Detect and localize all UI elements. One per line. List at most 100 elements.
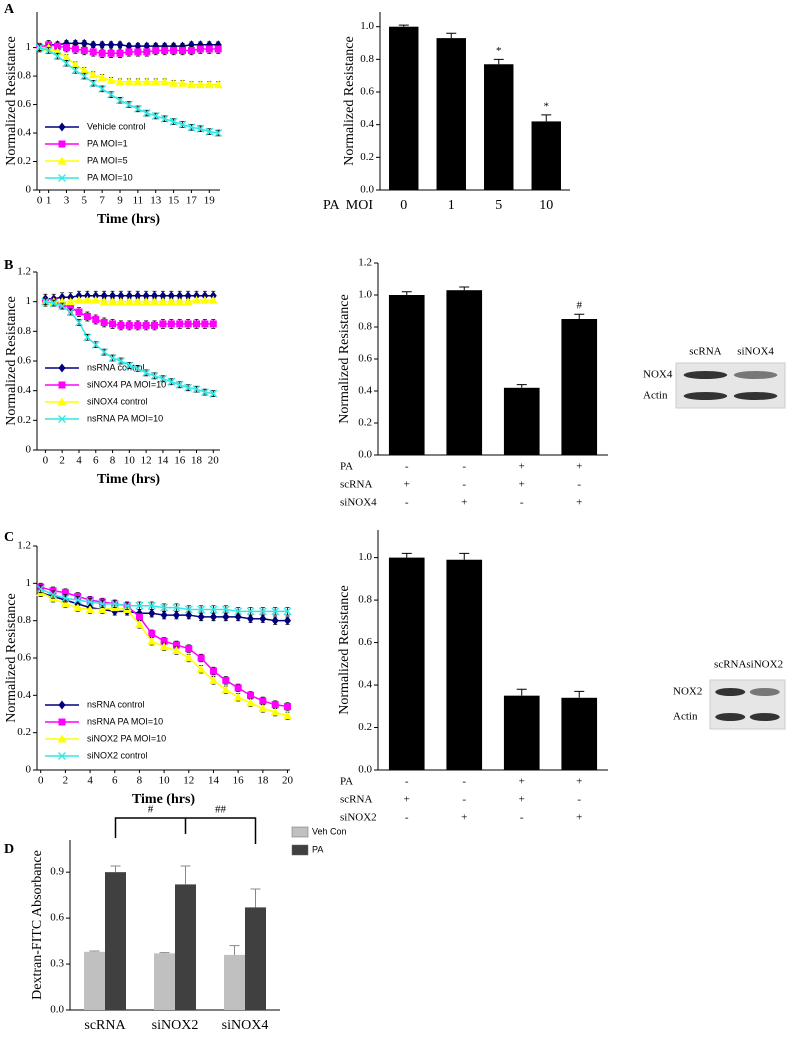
bar [561,319,598,455]
error-bar [250,888,261,908]
marker [284,703,292,711]
condition-sign: - [577,479,581,491]
marker [176,291,184,301]
x-tick-label: 12 [141,455,152,467]
bar [503,387,540,455]
y-tick-label: 0.2 [17,155,31,167]
marker [108,354,117,362]
marker [62,59,71,68]
x-tick-label: 0 [37,195,43,207]
y-tick-label: 0.2 [358,721,372,733]
y-tick-label: 0.4 [17,384,31,396]
x-tick-label: 16 [174,455,186,467]
error-bar [446,32,457,39]
marker [98,49,106,57]
condition-name: PA [340,461,353,473]
legend-swatch [291,826,309,838]
marker [142,77,152,86]
y-tick-label: 1.0 [360,20,374,32]
marker [200,388,209,397]
marker [209,320,217,328]
marker [178,120,187,129]
x-tick-label: 0 [38,775,44,787]
y-tick-label: 0 [26,184,32,196]
bracket [114,817,257,844]
y-tick-label: 1.0 [358,551,372,563]
marker [83,333,92,342]
marker [58,415,66,423]
y-tick-label: 0.2 [360,151,374,163]
marker [247,691,255,699]
legend-swatch [291,844,309,856]
y-tick-label: 0.0 [358,764,372,776]
marker [185,645,193,653]
bar [105,872,126,1010]
marker [204,80,214,89]
y-tick-label: 0.4 [17,127,31,139]
legend-label: Vehicle control [87,121,146,131]
blot-column-label: siNOX2 [746,659,783,671]
marker [246,607,255,616]
marker [213,80,223,89]
bar [484,64,514,190]
condition-sign: + [461,497,467,509]
error-bar [401,291,412,295]
marker [89,79,98,88]
condition-name: siNOX4 [340,497,377,509]
marker [233,692,243,701]
marker [116,40,124,50]
y-tick-label: 1.2 [358,257,372,269]
marker [191,295,201,304]
x-tick-label: 18 [257,775,269,787]
x-tick-label: siNOX2 [152,1018,199,1033]
marker [192,320,200,328]
marker [100,291,108,301]
marker [148,608,156,618]
marker [208,675,218,684]
x-tick-label: 9 [117,195,123,207]
marker [116,297,126,306]
x-tick-label: 12 [183,775,194,787]
x-tick-label: 17 [186,195,198,207]
y-tick-label: 0.6 [17,355,31,367]
marker [49,299,58,308]
marker [58,752,66,760]
marker [116,96,124,105]
marker [283,711,293,720]
blot-row-label: NOX2 [673,686,702,698]
marker [41,297,50,306]
bar [388,295,425,455]
marker [160,77,170,86]
legend-label: nsRNA control [87,362,145,372]
condition-sign: + [404,479,410,491]
x-tick-label: 11 [133,195,144,207]
marker [197,605,206,614]
error-bar [574,690,585,698]
marker [141,297,151,306]
marker [117,321,125,329]
condition-sign: - [577,794,581,806]
significance-label: * [544,100,550,112]
marker [209,605,218,614]
marker [186,80,196,89]
y-tick-label: 0.4 [358,679,372,691]
marker [196,124,205,133]
marker [147,601,156,610]
marker [58,381,66,389]
error-bar [159,952,170,954]
y-tick-label: 1.2 [17,540,31,552]
marker [184,653,194,662]
y-axis-label: Normalized Resistance [4,36,19,165]
condition-sign: + [576,497,582,509]
marker [91,340,100,349]
y-tick-label: 1 [26,41,32,53]
error-bar [516,688,527,696]
y-tick-label: 0.8 [17,325,31,337]
x-tick-label: 10 [124,455,136,467]
y-axis-label: Normalized Resistance [4,296,19,425]
marker [61,594,70,603]
marker [192,385,201,394]
bar [84,951,105,1010]
marker [44,46,53,55]
y-tick-label: 0.8 [360,53,374,65]
